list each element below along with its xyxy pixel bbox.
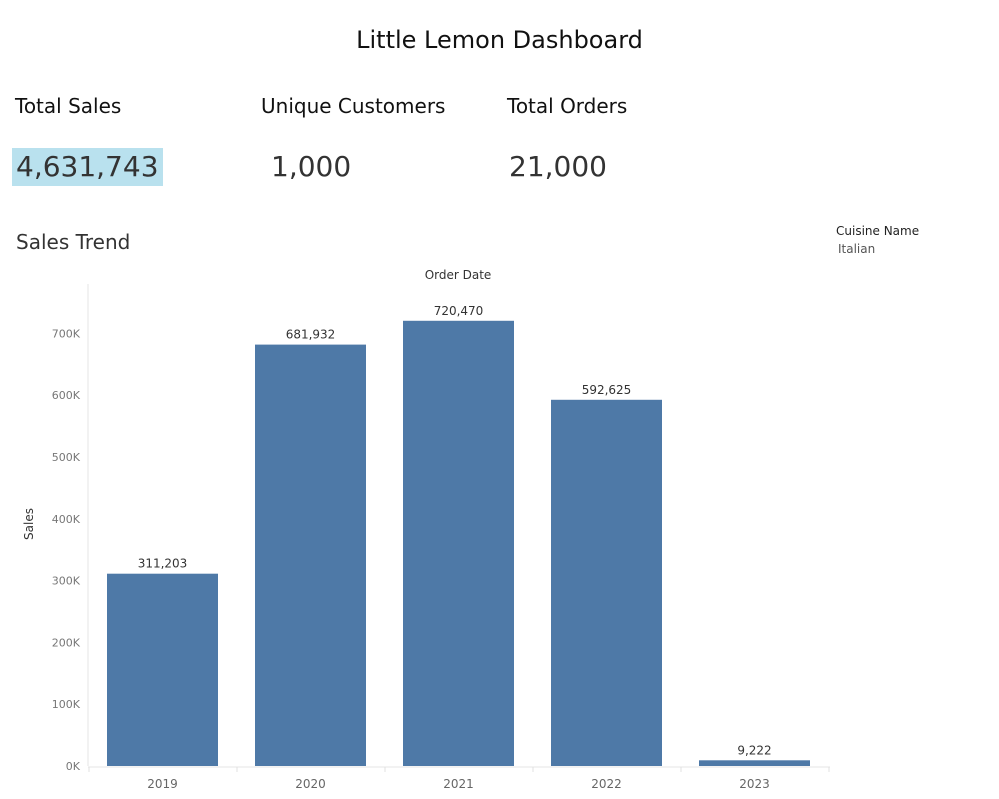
filter-title: Cuisine Name: [836, 224, 920, 238]
chart-title: Sales Trend: [16, 230, 131, 254]
bar-value-label: 592,625: [582, 383, 632, 397]
kpi-total-orders-label: Total Orders: [507, 94, 628, 118]
y-tick-label: 500K: [52, 451, 81, 464]
x-tick-label: 2019: [147, 777, 178, 791]
bar-value-label: 311,203: [138, 557, 188, 571]
x-tick-label: 2020: [295, 777, 326, 791]
x-tick-label: 2021: [443, 777, 474, 791]
kpi-unique-customers-label: Unique Customers: [261, 94, 446, 118]
x-axis: 2019 2020 2021 2022 2023: [88, 766, 830, 791]
y-axis: 0K 100K 200K 300K 400K 500K 600K 700K: [52, 284, 89, 773]
bar[interactable]: [107, 573, 218, 766]
bar[interactable]: [403, 320, 514, 766]
y-tick-label: 0K: [66, 760, 81, 773]
filter-value[interactable]: Italian: [838, 242, 876, 256]
y-tick-label: 300K: [52, 575, 81, 588]
bar-value-label: 681,932: [286, 328, 336, 342]
kpi-total-sales-label: Total Sales: [15, 94, 122, 118]
bar[interactable]: [699, 760, 810, 766]
y-tick-label: 100K: [52, 698, 81, 711]
x-tick-label: 2022: [591, 777, 622, 791]
dashboard-title: Little Lemon Dashboard: [356, 26, 643, 54]
bar-value-label: 9,222: [737, 743, 771, 757]
kpi-total-sales-value[interactable]: 4,631,743: [12, 148, 163, 186]
x-axis-title: Order Date: [425, 268, 492, 282]
y-axis-title: Sales: [22, 508, 36, 540]
sales-trend-chart: Order Date Sales 0K 100K 200K 300K 400K 500K 6…: [22, 268, 830, 791]
bar[interactable]: [255, 344, 366, 766]
bar-value-label: 720,470: [434, 304, 484, 318]
y-tick-label: 700K: [52, 327, 81, 340]
y-tick-label: 600K: [52, 389, 81, 402]
bars: 311,203 681,932 720,470 592,625 9,222: [107, 304, 810, 766]
y-tick-label: 200K: [52, 636, 81, 649]
kpi-total-orders-value[interactable]: 21,000: [509, 150, 607, 183]
kpi-unique-customers-value[interactable]: 1,000: [271, 150, 352, 183]
bar[interactable]: [551, 399, 662, 766]
y-tick-label: 400K: [52, 513, 81, 526]
x-tick-label: 2023: [739, 777, 770, 791]
